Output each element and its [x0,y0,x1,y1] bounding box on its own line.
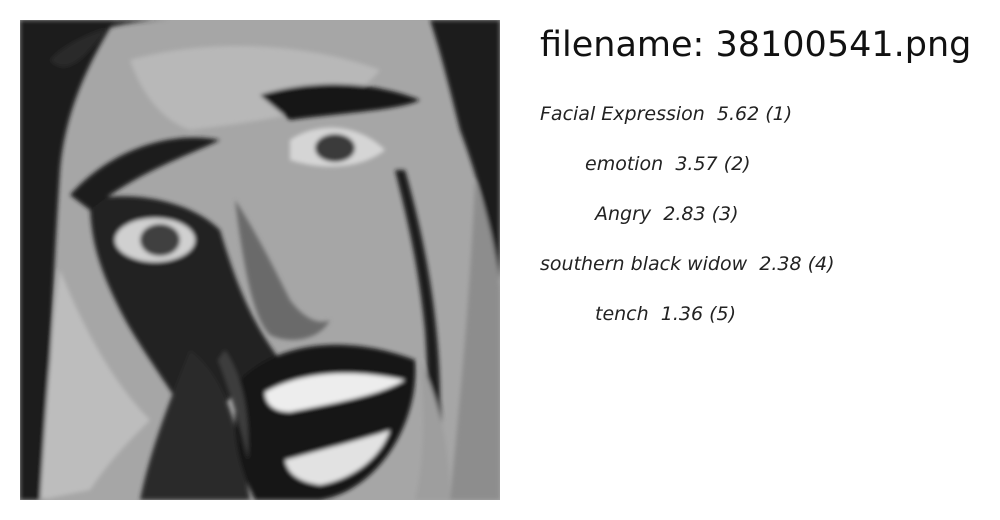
prediction-rank: (1) [765,103,793,125]
prediction-rank: (4) [807,253,835,275]
prediction-label: southern black widow [540,253,748,275]
prediction-rank: (5) [709,303,737,325]
prediction-item: southern black widow 2.38 (4) [540,250,980,278]
prediction-rank: (3) [711,203,739,225]
prediction-score: 3.57 [675,153,718,175]
face-image [20,20,500,500]
prediction-label: Facial Expression [540,103,705,125]
prediction-item: tench 1.36 (5) [595,300,1000,328]
prediction-label: emotion [585,153,664,175]
prediction-list: Facial Expression 5.62 (1) emotion 3.57 … [540,100,980,340]
face-illustration [20,20,500,500]
prediction-item: Facial Expression 5.62 (1) [540,100,980,128]
prediction-score: 5.62 [716,103,760,125]
prediction-item: Angry 2.83 (3) [595,200,1000,228]
prediction-item: emotion 3.57 (2) [585,150,1000,178]
prediction-label: tench [595,303,649,325]
prediction-score: 2.83 [663,203,706,225]
filename-title: filename: 38100541.png [540,25,972,65]
prediction-score: 2.38 [759,253,802,275]
prediction-label: Angry [595,203,652,225]
prediction-rank: (2) [723,153,751,175]
prediction-score: 1.36 [660,303,704,325]
